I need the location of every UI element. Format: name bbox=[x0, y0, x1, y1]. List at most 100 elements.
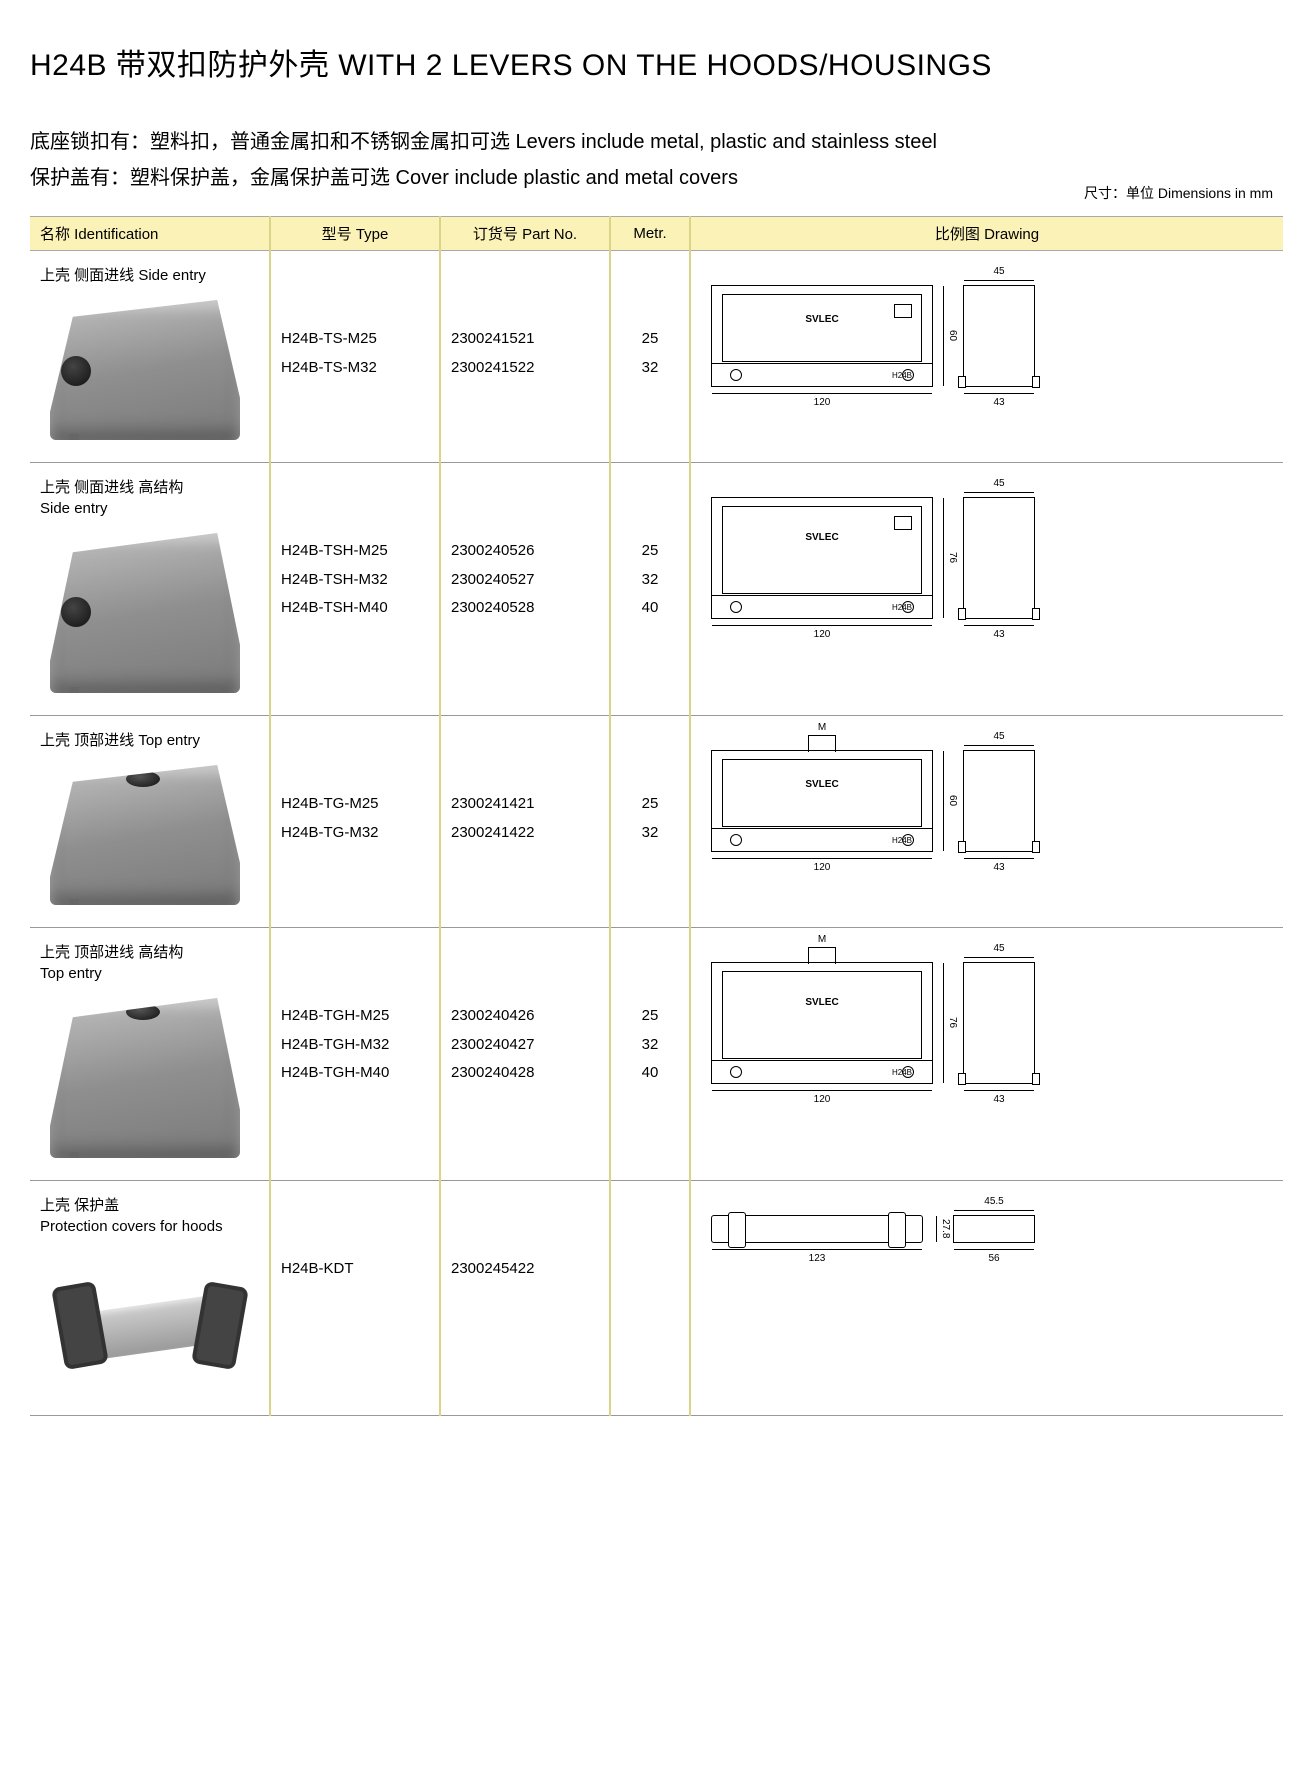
metr-value: 32 bbox=[621, 354, 679, 383]
cell-identification: 上壳 侧面进线 Side entry bbox=[30, 251, 270, 463]
part-value: 2300240427 bbox=[451, 1031, 599, 1060]
cell-drawing: SVLECH24BM12076 4543 bbox=[690, 928, 1283, 1181]
cable-m-label: M bbox=[818, 722, 826, 733]
front-inner bbox=[722, 971, 922, 1059]
dim-side-width-bot: 43 bbox=[964, 625, 1034, 640]
cell-part-no: 230024052623002405272300240528 bbox=[440, 463, 610, 716]
header-type: 型号 Type bbox=[270, 217, 440, 251]
front-inner bbox=[722, 506, 922, 594]
type-list: H24B-TG-M25H24B-TG-M32 bbox=[281, 790, 429, 847]
product-photo bbox=[50, 300, 240, 440]
front-view: SVLECH24B12076 bbox=[711, 497, 933, 619]
cover-side-view: 45.556 bbox=[953, 1215, 1035, 1243]
metr-list: 2532 bbox=[621, 790, 679, 847]
type-value: H24B-TGH-M25 bbox=[281, 1002, 429, 1031]
type-value: H24B-TGH-M32 bbox=[281, 1031, 429, 1060]
foot-left bbox=[69, 899, 79, 907]
cell-type: H24B-TG-M25H24B-TG-M32 bbox=[270, 716, 440, 928]
dim-side-width-bot: 43 bbox=[964, 1090, 1034, 1105]
side-view: 4543 bbox=[963, 285, 1035, 387]
foot-left bbox=[69, 1152, 79, 1160]
part-value: 2300240426 bbox=[451, 1002, 599, 1031]
header-part-no: 订货号 Part No. bbox=[440, 217, 610, 251]
header-dimensions-note: 尺寸：单位 Dimensions in mm bbox=[1084, 183, 1273, 203]
page: H24B 带双扣防护外壳 WITH 2 LEVERS ON THE HOODS/… bbox=[0, 0, 1313, 1476]
header-drawing: 比例图 Drawing 尺寸：单位 Dimensions in mm bbox=[690, 217, 1283, 251]
front-view: SVLECH24BM12076 bbox=[711, 962, 933, 1084]
table-row: 上壳 顶部进线 Top entryH24B-TG-M25H24B-TG-M322… bbox=[30, 716, 1283, 928]
side-clip-right bbox=[1032, 376, 1040, 388]
foot-left bbox=[69, 687, 79, 695]
table-row: 上壳 侧面进线 高结构Side entryH24B-TSH-M25H24B-TS… bbox=[30, 463, 1283, 716]
bolt-left bbox=[730, 369, 742, 381]
part-value: 2300240528 bbox=[451, 594, 599, 623]
type-value: H24B-KDT bbox=[281, 1255, 429, 1284]
foot-right bbox=[211, 687, 221, 695]
side-view: 4543 bbox=[963, 497, 1035, 619]
type-value: H24B-TG-M32 bbox=[281, 819, 429, 848]
side-outline: 4543 bbox=[963, 962, 1035, 1084]
type-value: H24B-TS-M32 bbox=[281, 354, 429, 383]
metr-value: 25 bbox=[621, 537, 679, 566]
side-clip-left bbox=[958, 1073, 966, 1085]
top-entry-hole bbox=[126, 771, 160, 787]
type-list: H24B-TS-M25H24B-TS-M32 bbox=[281, 325, 429, 382]
bolt-left bbox=[730, 834, 742, 846]
product-photo bbox=[50, 1251, 250, 1401]
header-metr: Metr. bbox=[610, 217, 690, 251]
cell-drawing: SVLECH24B120764543 bbox=[690, 463, 1283, 716]
dim-cover-side-bot: 56 bbox=[954, 1249, 1034, 1264]
dim-front-height: 60 bbox=[943, 751, 958, 851]
dim-side-width-top: 45 bbox=[964, 478, 1034, 493]
side-outline: 4543 bbox=[963, 285, 1035, 387]
metr-value: 25 bbox=[621, 325, 679, 354]
identification-label: 上壳 侧面进线 Side entry bbox=[40, 265, 259, 286]
dim-front-width: 120 bbox=[712, 393, 932, 408]
part-value: 2300240526 bbox=[451, 537, 599, 566]
front-outline: SVLECH24B12060 bbox=[711, 285, 933, 387]
top-entry-hole bbox=[126, 1004, 160, 1020]
side-clip-right bbox=[1032, 1073, 1040, 1085]
part-list: 23002414212300241422 bbox=[451, 790, 599, 847]
cell-part-no: 230024042623002404272300240428 bbox=[440, 928, 610, 1181]
side-entry-hole bbox=[61, 356, 91, 386]
part-value: 2300240527 bbox=[451, 566, 599, 595]
model-tag: H24B bbox=[892, 371, 912, 380]
cover-lever-right bbox=[191, 1281, 249, 1370]
front-outline: SVLECH24BM12076 bbox=[711, 962, 933, 1084]
hood-shape bbox=[50, 300, 240, 440]
type-value: H24B-TSH-M40 bbox=[281, 594, 429, 623]
side-entry-hole bbox=[61, 597, 91, 627]
front-outline: SVLECH24BM12060 bbox=[711, 750, 933, 852]
cell-identification: 上壳 顶部进线 高结构Top entry bbox=[30, 928, 270, 1181]
foot-left bbox=[69, 434, 79, 442]
cover-front-outline: 12313 27.8 bbox=[711, 1215, 923, 1243]
cell-part-no: 23002414212300241422 bbox=[440, 716, 610, 928]
cell-drawing: 12313 27.8 45.556 bbox=[690, 1181, 1283, 1416]
side-view: 4543 bbox=[963, 750, 1035, 852]
type-list: H24B-KDT bbox=[281, 1255, 429, 1284]
cell-metr: 2532 bbox=[610, 716, 690, 928]
front-view: SVLECH24B12060 bbox=[711, 285, 933, 387]
type-value: H24B-TS-M25 bbox=[281, 325, 429, 354]
page-title: H24B 带双扣防护外壳 WITH 2 LEVERS ON THE HOODS/… bbox=[30, 40, 1283, 84]
catalog-table: 名称 Identification 型号 Type 订货号 Part No. M… bbox=[30, 216, 1283, 1416]
table-row: 上壳 保护盖Protection covers for hoods H24B-KD… bbox=[30, 1181, 1283, 1416]
metr-value: 40 bbox=[621, 1059, 679, 1088]
metr-list: 253240 bbox=[621, 1002, 679, 1088]
dim-side-width-bot: 43 bbox=[964, 393, 1034, 408]
part-value: 2300245422 bbox=[451, 1255, 599, 1284]
product-photo bbox=[50, 998, 240, 1158]
identification-label: 上壳 保护盖Protection covers for hoods bbox=[40, 1195, 259, 1237]
type-value: H24B-TG-M25 bbox=[281, 790, 429, 819]
side-outline: 4543 bbox=[963, 497, 1035, 619]
drawing-wrap: SVLECH24BM12076 4543 bbox=[701, 942, 1273, 1094]
product-photo bbox=[50, 533, 240, 693]
foot-right bbox=[211, 899, 221, 907]
cover-front-view: 12313 27.8 bbox=[711, 1215, 923, 1243]
hood-shape bbox=[50, 533, 240, 693]
dim-front-height: 76 bbox=[943, 498, 958, 618]
side-view: 4543 bbox=[963, 962, 1035, 1084]
part-value: 2300241522 bbox=[451, 354, 599, 383]
header-row: 名称 Identification 型号 Type 订货号 Part No. M… bbox=[30, 217, 1283, 251]
